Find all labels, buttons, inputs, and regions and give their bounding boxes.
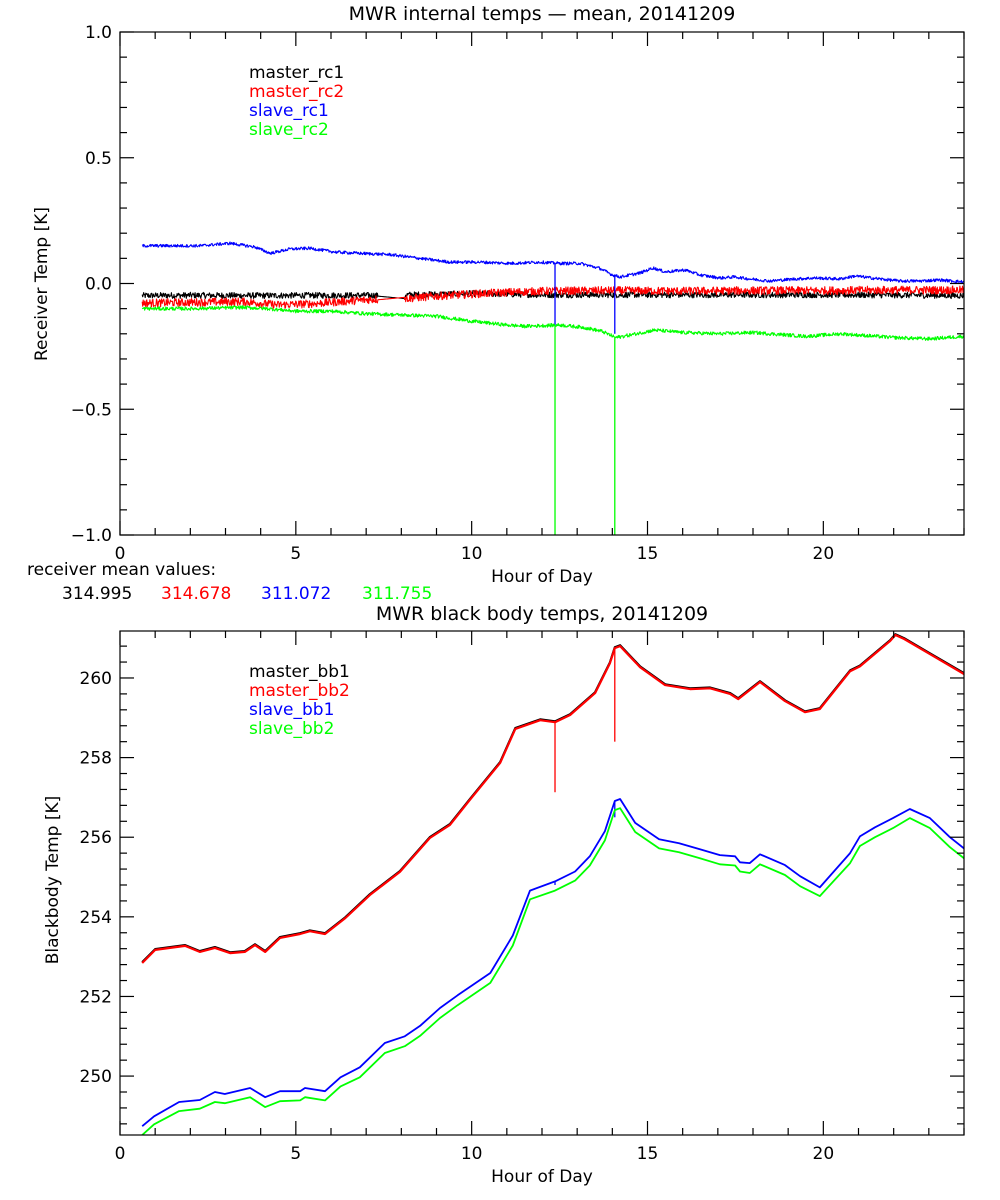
- series-layer: [141, 241, 964, 535]
- chart-title: MWR black body temps, 20141209: [376, 603, 708, 625]
- series-line: [141, 798, 964, 1127]
- x-tick-label: 20: [813, 544, 835, 564]
- y-axis-label: Receiver Temp [K]: [32, 207, 52, 361]
- tick-labels: 0 5 10 15 20 −1.0 −0.5 0.0 0.5 1.0: [71, 23, 834, 564]
- series-slave_bb2: [141, 807, 964, 1135]
- mean-values: 314.995 314.678 311.072 311.755: [62, 584, 432, 604]
- series-layer: [141, 633, 964, 1135]
- legend-entry: slave_rc2: [249, 120, 329, 140]
- y-tick-label: 256: [80, 828, 112, 848]
- chart-title: MWR internal temps — mean, 20141209: [349, 3, 736, 25]
- y-tick-label: 250: [80, 1067, 112, 1087]
- x-tick-label: 15: [637, 1144, 659, 1164]
- series-line: [141, 290, 964, 300]
- mean-value: 311.755: [362, 584, 432, 604]
- legend-entry: master_rc1: [249, 63, 344, 83]
- x-tick-label: 5: [290, 544, 301, 564]
- x-tick-label: 0: [115, 544, 126, 564]
- mean-value: 311.072: [261, 584, 331, 604]
- legend-entry: master_rc2: [249, 82, 344, 102]
- y-tick-label: −0.5: [71, 400, 112, 420]
- series-master_rc1: [141, 290, 964, 300]
- axis-ticks: [119, 631, 965, 1135]
- mean-value: 314.678: [161, 584, 231, 604]
- y-tick-label: 260: [80, 669, 112, 689]
- x-tick-label: 15: [637, 544, 659, 564]
- legend-entry: slave_bb2: [249, 719, 334, 739]
- x-tick-label: 20: [813, 1144, 835, 1164]
- y-tick-label: 0.0: [85, 275, 112, 295]
- series-master_rc2: [141, 285, 964, 309]
- blackbody-temp-chart: MWR black body temps, 20141209 0 5 10 15 20 2…: [43, 603, 965, 1187]
- axis-ticks: [119, 31, 965, 536]
- mean-values-label: receiver mean values:: [27, 560, 216, 580]
- y-axis-label: Blackbody Temp [K]: [43, 796, 63, 965]
- legend-entry: slave_bb1: [249, 700, 334, 720]
- x-axis-label: Hour of Day: [491, 567, 593, 587]
- x-tick-label: 5: [290, 1144, 301, 1164]
- legend-entry: master_bb2: [249, 681, 350, 701]
- y-tick-label: 258: [80, 749, 112, 769]
- x-tick-label: 10: [461, 544, 483, 564]
- legend-entry: slave_rc1: [249, 101, 329, 121]
- series-line: [141, 305, 964, 341]
- series-line: [141, 241, 964, 284]
- series-line: [141, 285, 964, 309]
- series-line: [141, 807, 964, 1135]
- x-tick-label: 10: [461, 1144, 483, 1164]
- y-tick-label: 0.5: [85, 149, 112, 169]
- y-tick-label: 1.0: [85, 23, 112, 43]
- series-master_bb2: [141, 633, 964, 964]
- series-slave_rc1: [141, 241, 964, 334]
- x-axis-label: Hour of Day: [491, 1167, 593, 1187]
- tick-labels: 0 5 10 15 20 250 252 254 256 258 260: [80, 669, 835, 1164]
- y-tick-label: 254: [80, 908, 112, 928]
- y-tick-label: 252: [80, 987, 112, 1007]
- mean-value: 314.995: [62, 584, 132, 604]
- legend-entry: master_bb1: [249, 662, 350, 682]
- receiver-temp-chart: MWR internal temps — mean, 20141209 0 5 10…: [27, 3, 965, 604]
- series-slave_rc2: [141, 305, 964, 535]
- y-tick-label: −1.0: [71, 526, 112, 546]
- x-tick-label: 0: [115, 1144, 126, 1164]
